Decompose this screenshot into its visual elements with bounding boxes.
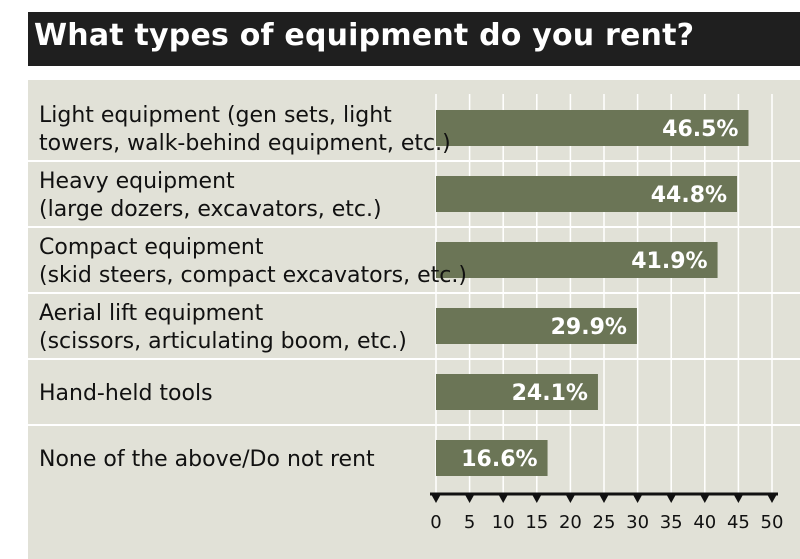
category-label: Aerial lift equipment [39,301,264,326]
bar-chart: 46.5% Light equipment (gen sets, light tow… [28,94,800,533]
category-label: (scissors, articulating boom, etc.) [39,329,407,354]
value-label: 46.5% [662,117,738,142]
x-tick-mark [431,494,441,503]
category-label: Light equipment (gen sets, light [39,103,392,128]
category-label: (large dozers, excavators, etc.) [39,197,382,222]
category-label: Heavy equipment [39,169,235,194]
category-label: Hand-held tools [39,381,213,406]
x-tick-label: 5 [464,512,475,533]
category-label: towers, walk-behind equipment, etc.) [39,131,451,156]
value-label: 16.6% [461,447,537,472]
x-tick-label: 10 [492,512,515,533]
x-tick-mark [599,494,609,503]
value-label: 24.1% [512,381,588,406]
x-tick-mark [666,494,677,503]
x-tick-label: 25 [593,512,616,533]
bar [436,440,548,476]
value-label: 29.9% [551,315,627,340]
x-tick-mark [632,494,643,503]
chart-title: What types of equipment do you rent? [34,18,695,53]
x-tick-label: 20 [559,512,582,533]
x-tick-mark [767,494,777,503]
x-tick-label: 35 [660,512,683,533]
value-label: 41.9% [631,249,707,274]
bar [436,110,749,146]
category-label: None of the above/Do not rent [39,447,375,472]
x-tick-label: 45 [727,512,750,533]
value-label: 44.8% [651,183,727,208]
x-tick-label: 50 [761,512,784,533]
x-tick-mark [733,494,744,503]
x-tick-mark [464,494,475,503]
bar [436,242,718,278]
x-tick-mark [531,494,542,503]
bar [436,176,738,212]
x-tick-mark [699,494,710,503]
x-tick-label: 30 [626,512,649,533]
x-tick-label: 15 [525,512,548,533]
bar [436,374,598,410]
chart-panel: 46.5% Light equipment (gen sets, light tow… [28,80,800,559]
chart-title-bar: What types of equipment do you rent? [28,12,800,66]
x-tick-mark [498,494,509,503]
category-label: (skid steers, compact excavators, etc.) [39,263,467,288]
bar [436,308,637,344]
x-tick-label: 0 [430,512,441,533]
x-tick-mark [565,494,576,503]
category-label: Compact equipment [39,235,264,260]
x-tick-label: 40 [693,512,716,533]
